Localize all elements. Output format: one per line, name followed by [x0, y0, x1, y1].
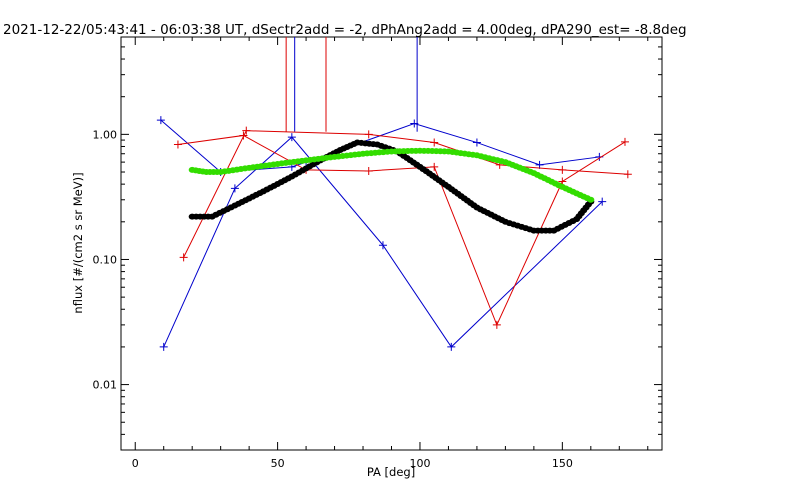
y-tick-label: 1.00 [93, 128, 118, 141]
x-tick-label: 50 [271, 457, 285, 470]
fit-point [587, 196, 595, 203]
data-point [378, 241, 387, 250]
data-point [558, 165, 567, 174]
data-point [472, 138, 481, 147]
chart-title: 2021-12-22/05:43:41 - 06:03:38 UT, dSect… [3, 22, 687, 38]
x-tick-label: 150 [552, 457, 573, 470]
x-axis-label: PA [deg] [367, 465, 415, 479]
axis-ticks: 0 50 100 150 0.01 0.10 1.00 [93, 36, 662, 470]
y-tick-label: 0.10 [93, 253, 118, 266]
vertical-spikes [285, 37, 418, 132]
series-group [156, 116, 632, 351]
data-point [620, 137, 629, 146]
data-point [287, 133, 296, 142]
data-point [430, 138, 439, 147]
series-line [163, 136, 603, 348]
data-point [598, 197, 607, 206]
data-point [447, 342, 456, 351]
data-point [623, 170, 632, 179]
x-tick-label: 0 [132, 457, 139, 470]
y-tick-label: 0.01 [93, 379, 118, 392]
data-point [179, 253, 188, 262]
data-point [173, 140, 182, 149]
data-point [492, 320, 501, 329]
data-point [159, 342, 168, 351]
data-point [242, 126, 251, 135]
y-axis-label: nflux [#/(cm2 s sr MeV)] [71, 172, 85, 313]
data-point [230, 184, 239, 193]
x-tick-label: 100 [409, 457, 430, 470]
data-point [364, 166, 373, 175]
data-point [364, 130, 373, 139]
data-point [430, 162, 439, 171]
data-point [535, 160, 544, 169]
plot-frame [120, 36, 663, 451]
data-point [156, 116, 165, 125]
data-point [410, 119, 419, 128]
series-line [177, 134, 626, 327]
